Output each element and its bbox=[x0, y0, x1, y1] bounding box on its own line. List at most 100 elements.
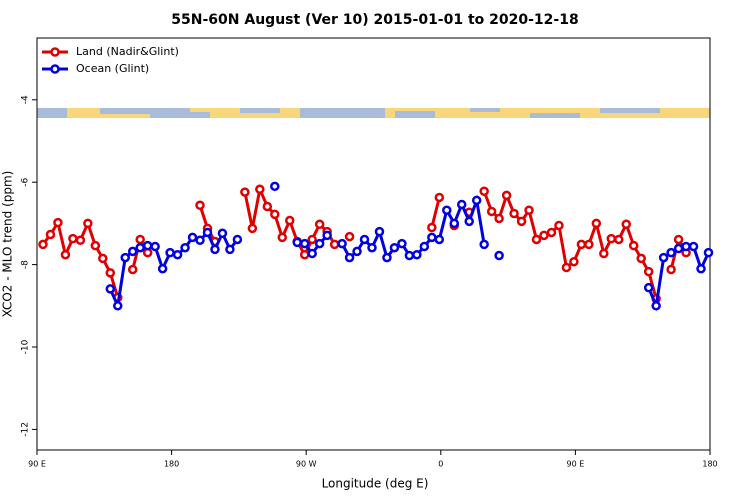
data-point bbox=[599, 248, 609, 259]
data-point bbox=[479, 186, 489, 197]
data-point bbox=[673, 243, 684, 254]
data-point bbox=[389, 242, 400, 253]
data-point bbox=[456, 199, 467, 210]
plot-frame bbox=[36, 37, 711, 451]
data-point bbox=[397, 238, 407, 249]
data-point bbox=[127, 246, 138, 257]
data-point bbox=[374, 226, 385, 237]
data-point bbox=[38, 239, 48, 250]
data-point bbox=[195, 200, 205, 211]
data-point bbox=[352, 246, 362, 257]
data-point bbox=[636, 253, 646, 264]
data-point bbox=[113, 301, 123, 311]
data-point bbox=[591, 218, 602, 229]
data-point bbox=[262, 201, 273, 212]
data-point bbox=[307, 248, 317, 259]
x-tick-label: 90 E bbox=[567, 460, 585, 469]
y-tick-label: -6 bbox=[21, 177, 31, 186]
data-point bbox=[404, 250, 415, 261]
data-point bbox=[494, 250, 504, 261]
data-point bbox=[651, 301, 661, 311]
data-point bbox=[142, 240, 153, 251]
data-point bbox=[643, 266, 654, 277]
data-point bbox=[157, 263, 168, 274]
x-tick-label: 90 E bbox=[28, 460, 46, 469]
data-point bbox=[135, 242, 145, 253]
data-point bbox=[494, 213, 504, 224]
data-point bbox=[621, 219, 631, 229]
data-point bbox=[344, 252, 355, 263]
data-point bbox=[225, 244, 235, 255]
legend-marker bbox=[50, 64, 60, 74]
data-point bbox=[135, 234, 145, 245]
data-point bbox=[479, 239, 489, 250]
y-tick-label: -4 bbox=[21, 95, 31, 104]
data-point bbox=[217, 228, 228, 239]
x-tick-label: 90 W bbox=[296, 460, 317, 469]
data-point bbox=[434, 192, 445, 203]
y-tick-label: -10 bbox=[21, 339, 31, 354]
x-tick-label: 0 bbox=[438, 460, 443, 469]
data-point bbox=[367, 242, 377, 253]
data-point bbox=[299, 238, 310, 249]
y-tick-label: -8 bbox=[21, 260, 31, 269]
legend-label: Ocean (Glint) bbox=[76, 62, 149, 75]
data-point bbox=[561, 262, 572, 273]
data-point bbox=[442, 205, 452, 215]
data-point bbox=[486, 206, 497, 217]
data-point bbox=[105, 284, 116, 294]
data-point bbox=[150, 241, 160, 252]
data-point bbox=[344, 231, 355, 242]
data-point bbox=[337, 238, 347, 249]
data-point bbox=[232, 234, 243, 245]
data-point bbox=[105, 268, 116, 278]
data-point bbox=[666, 264, 676, 275]
data-point bbox=[329, 239, 340, 250]
data-point bbox=[240, 187, 250, 197]
data-point bbox=[60, 249, 71, 260]
data-point bbox=[412, 249, 422, 260]
data-point bbox=[554, 220, 564, 231]
data-point bbox=[45, 229, 56, 240]
data-point bbox=[314, 219, 325, 229]
legend-label: Land (Nadir&Glint) bbox=[76, 45, 179, 58]
data-point bbox=[68, 233, 78, 244]
data-point bbox=[195, 235, 205, 246]
data-point bbox=[172, 249, 183, 260]
chart-title: 55N-60N August (Ver 10) 2015-01-01 to 20… bbox=[171, 12, 578, 28]
data-point bbox=[53, 217, 63, 228]
data-point bbox=[501, 190, 512, 201]
data-point bbox=[127, 264, 138, 275]
data-point bbox=[509, 208, 519, 219]
data-point bbox=[584, 239, 594, 250]
data-point bbox=[576, 239, 587, 250]
data-point bbox=[471, 195, 482, 206]
data-point bbox=[98, 253, 108, 264]
data-point bbox=[270, 209, 280, 220]
x-tick-label: 180 bbox=[164, 460, 179, 469]
data-point bbox=[277, 232, 288, 243]
data-point bbox=[270, 181, 280, 192]
data-point bbox=[666, 247, 676, 258]
data-point bbox=[516, 216, 527, 227]
data-point bbox=[643, 282, 654, 293]
data-point bbox=[464, 216, 474, 227]
data-point bbox=[284, 215, 295, 226]
data-point bbox=[90, 240, 101, 251]
y-tick-label: -12 bbox=[21, 422, 31, 437]
data-point bbox=[299, 249, 310, 260]
data-point bbox=[75, 235, 86, 246]
x-tick-label: 180 bbox=[702, 460, 717, 469]
data-point bbox=[83, 218, 93, 229]
data-point bbox=[187, 232, 198, 243]
data-point bbox=[382, 252, 392, 263]
data-point bbox=[210, 244, 220, 255]
data-point bbox=[539, 230, 549, 241]
data-point bbox=[255, 184, 265, 194]
data-point bbox=[247, 223, 258, 234]
data-point bbox=[546, 227, 557, 238]
data-point bbox=[120, 252, 130, 263]
data-point bbox=[322, 230, 332, 241]
data-point bbox=[688, 241, 699, 252]
